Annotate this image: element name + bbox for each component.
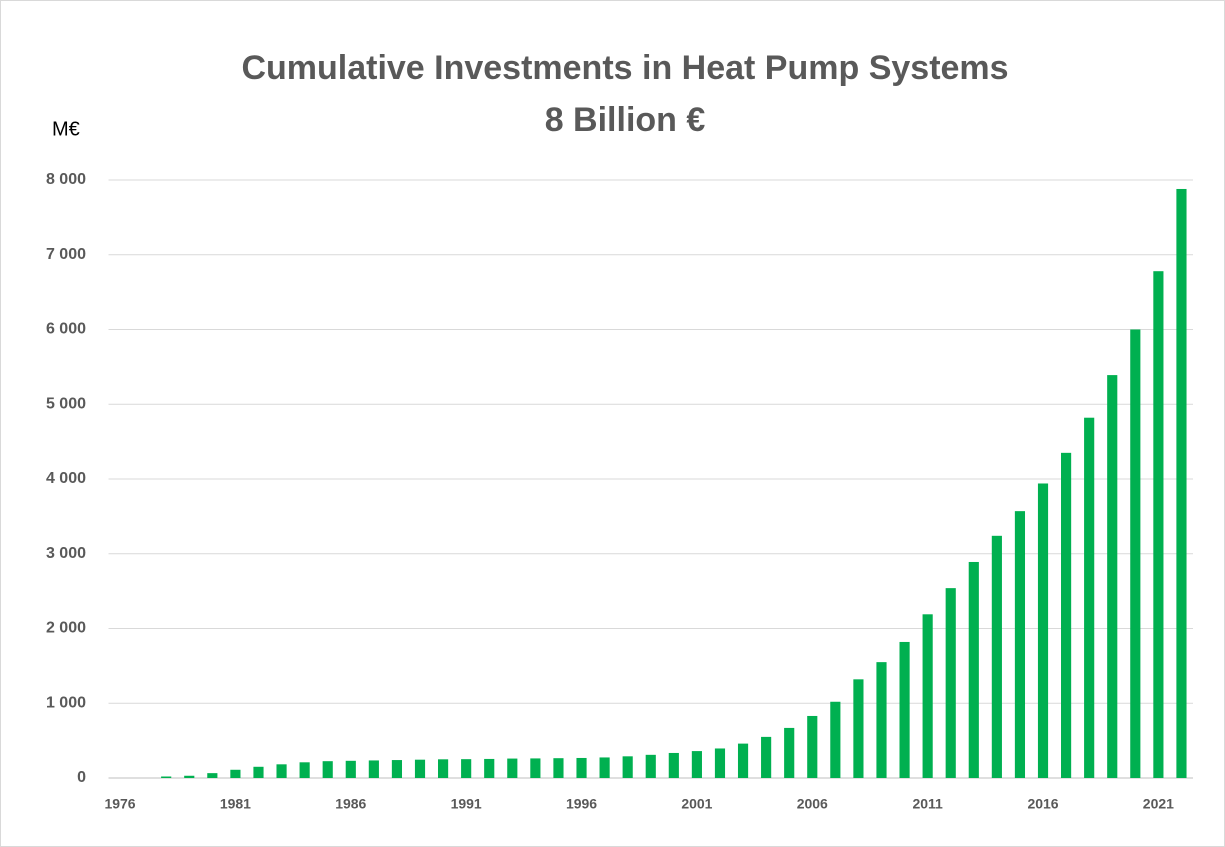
bar [784, 727, 795, 778]
bar [161, 776, 172, 778]
bar [438, 759, 449, 778]
bar [622, 756, 633, 778]
bar [922, 614, 933, 778]
bar [1084, 417, 1095, 778]
bar [853, 679, 864, 778]
y-axis-label: M€ [52, 118, 80, 140]
bar [507, 758, 518, 778]
bar [230, 769, 241, 778]
bar [807, 715, 818, 778]
chart-subtitle: 8 Billion € [545, 101, 706, 139]
bar [899, 641, 910, 778]
bar [345, 760, 356, 778]
y-tick-label: 7 000 [46, 246, 86, 263]
bar [1107, 375, 1118, 778]
y-tick-label: 8 000 [46, 171, 86, 188]
bar [322, 761, 333, 778]
bar [645, 754, 656, 778]
x-tick-label: 1991 [451, 796, 482, 812]
bar [530, 758, 541, 778]
bar [876, 662, 887, 778]
bar [830, 701, 841, 778]
bar [599, 757, 610, 778]
bar [991, 535, 1002, 778]
bar [761, 736, 772, 778]
bar [276, 764, 287, 778]
x-tick-label: 2021 [1143, 796, 1174, 812]
bar [253, 766, 264, 778]
y-tick-label: 6 000 [46, 321, 86, 338]
bar [184, 775, 195, 778]
bar [1130, 329, 1141, 778]
bar [484, 758, 495, 778]
y-tick-label: 0 [77, 769, 86, 786]
y-tick-label: 3 000 [46, 545, 86, 562]
bar [714, 748, 726, 778]
x-tick-label: 2001 [681, 796, 712, 812]
bar [668, 752, 679, 778]
bar [945, 588, 956, 778]
y-tick-label: 4 000 [46, 470, 86, 487]
x-tick-label: 1996 [566, 796, 597, 812]
bar [1037, 483, 1049, 778]
bar [207, 773, 218, 778]
bar [691, 751, 702, 778]
bar [576, 757, 587, 778]
y-tick-label: 1 000 [46, 694, 86, 711]
chart-title: Cumulative Investments in Heat Pump Syst… [241, 49, 1008, 87]
bar [1153, 271, 1164, 778]
bar [368, 760, 379, 778]
x-tick-label: 2011 [912, 796, 943, 812]
bar [968, 561, 979, 778]
x-tick-label: 1981 [220, 796, 251, 812]
bar [461, 759, 472, 778]
bar [553, 758, 564, 778]
y-tick-label: 5 000 [46, 395, 86, 412]
x-tick-label: 1976 [104, 796, 135, 812]
x-tick-label: 2016 [1027, 796, 1058, 812]
x-tick-label: 1986 [335, 796, 366, 812]
bar [1061, 452, 1072, 778]
y-tick-label: 2 000 [46, 620, 86, 637]
bar [1014, 511, 1026, 778]
bar [391, 760, 403, 778]
bar [299, 762, 310, 778]
bar [1176, 188, 1187, 779]
bar [414, 759, 426, 778]
x-tick-label: 2006 [797, 796, 828, 812]
bar [737, 743, 749, 778]
